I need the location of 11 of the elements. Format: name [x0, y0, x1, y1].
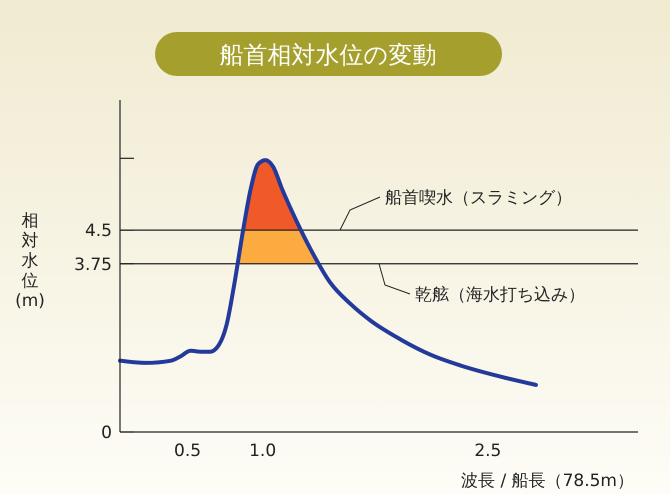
- chart-title: 船首相対水位の変動: [220, 41, 436, 69]
- ref-line-label: 船首喫水（スラミング）: [385, 188, 572, 208]
- x-axis-title: 波長 / 船長（78.5m）: [461, 471, 634, 491]
- x-tick-label: 1.0: [249, 441, 276, 461]
- ref-line-label: 乾舷（海水打ち込み）: [415, 285, 585, 305]
- y-tick-label: 0: [101, 423, 112, 443]
- y-tick-label: 3.75: [74, 254, 112, 275]
- x-tick-label: 2.5: [474, 441, 502, 461]
- y-tick-label: 4.5: [84, 221, 112, 242]
- x-tick-label: 0.5: [174, 441, 202, 461]
- y-axis-title: 相対水位(m): [15, 211, 45, 311]
